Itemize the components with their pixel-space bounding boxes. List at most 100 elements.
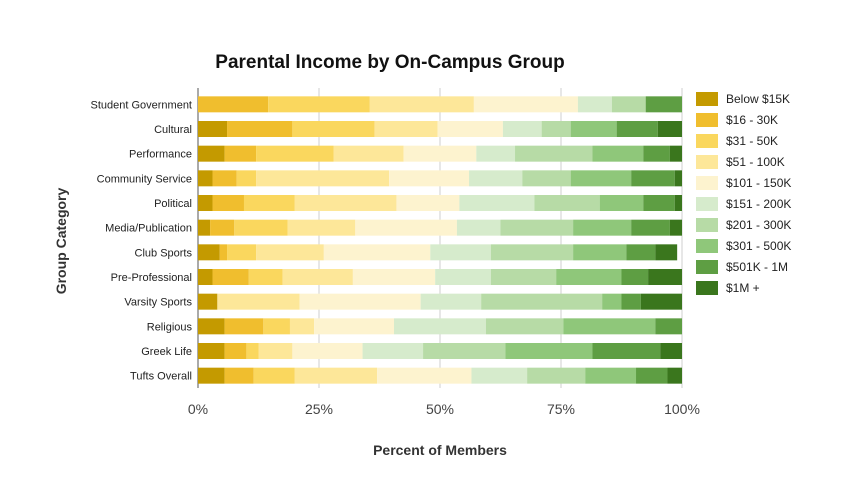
bar-segment bbox=[611, 96, 646, 113]
category-label: Religious bbox=[147, 321, 193, 333]
bar-row bbox=[198, 318, 682, 335]
category-label: Varsity Sports bbox=[124, 297, 192, 309]
legend-item: $501K - 1M bbox=[696, 260, 788, 274]
bar-segment bbox=[224, 145, 257, 162]
bar-segment bbox=[292, 343, 363, 359]
bar-segment bbox=[224, 367, 254, 384]
bar-segment bbox=[577, 96, 612, 113]
bar-segment bbox=[534, 195, 600, 211]
bar-row bbox=[198, 343, 682, 359]
legend-swatch bbox=[696, 218, 718, 232]
legend-label: $151 - 200K bbox=[726, 197, 791, 211]
bar-segment bbox=[669, 219, 682, 236]
legend-item: $51 - 100K bbox=[696, 155, 785, 169]
bar-segment bbox=[198, 96, 269, 113]
bar-segment bbox=[374, 121, 438, 137]
bar-segment bbox=[389, 170, 470, 187]
gridlines bbox=[197, 88, 683, 388]
legend-label: $501K - 1M bbox=[726, 260, 788, 274]
bar-segment bbox=[522, 170, 571, 187]
category-label: Political bbox=[154, 198, 192, 210]
bar-segment bbox=[227, 121, 293, 137]
x-tick-label: 25% bbox=[305, 401, 333, 417]
bar-row bbox=[198, 293, 682, 310]
bar-segment bbox=[294, 195, 397, 211]
bar-segment bbox=[459, 195, 535, 211]
bar-segment bbox=[592, 343, 661, 359]
bar-segment bbox=[645, 96, 682, 113]
bar-row bbox=[198, 96, 682, 113]
legend-label: $31 - 50K bbox=[726, 134, 778, 148]
bar-segment bbox=[573, 219, 632, 236]
category-label: Pre-Professional bbox=[111, 272, 192, 284]
bar-segment bbox=[198, 170, 213, 187]
bar-segment bbox=[289, 318, 315, 335]
bar-segment bbox=[323, 244, 431, 261]
category-label: Media/Publication bbox=[105, 223, 192, 235]
legend-label: $16 - 30K bbox=[726, 113, 778, 127]
bar-segment bbox=[515, 145, 593, 162]
bar-segment bbox=[256, 244, 324, 261]
bar-segment bbox=[667, 367, 682, 384]
bar-segment bbox=[198, 293, 218, 310]
bar-segment bbox=[655, 318, 682, 335]
legend-swatch bbox=[696, 155, 718, 169]
bar-segment bbox=[471, 367, 528, 384]
bars bbox=[198, 96, 682, 384]
bar-segment bbox=[236, 170, 257, 187]
bar-segment bbox=[198, 269, 213, 285]
x-tick-label: 75% bbox=[547, 401, 575, 417]
bar-segment bbox=[268, 96, 370, 113]
bar-segment bbox=[669, 145, 682, 162]
bar-segment bbox=[541, 121, 571, 137]
bar-segment bbox=[314, 318, 395, 335]
legend-swatch bbox=[696, 92, 718, 106]
bar-segment bbox=[573, 244, 627, 261]
bar-segment bbox=[473, 96, 578, 113]
category-label: Community Service bbox=[97, 173, 192, 185]
bar-segment bbox=[502, 121, 542, 137]
legend-item: $151 - 200K bbox=[696, 197, 791, 211]
bar-segment bbox=[355, 219, 457, 236]
bar-segment bbox=[527, 367, 586, 384]
bar-segment bbox=[674, 195, 682, 211]
category-labels: Student Government Cultural Performance Com… bbox=[90, 99, 192, 382]
bar-segment bbox=[556, 269, 622, 285]
bar-segment bbox=[394, 318, 486, 335]
legend-item: $101 - 150K bbox=[696, 176, 791, 190]
bar-segment bbox=[198, 244, 220, 261]
bar-segment bbox=[631, 170, 675, 187]
x-tick-labels: 0% 25% 50% 75% 100% bbox=[188, 401, 700, 417]
bar-segment bbox=[500, 219, 574, 236]
category-label: Club Sports bbox=[135, 247, 193, 259]
legend-swatch bbox=[696, 197, 718, 211]
bar-segment bbox=[198, 367, 225, 384]
bar-segment bbox=[655, 244, 678, 261]
bar-segment bbox=[234, 219, 288, 236]
legend-item: $301 - 500K bbox=[696, 239, 791, 253]
bar-segment bbox=[621, 269, 649, 285]
bar-segment bbox=[430, 244, 491, 261]
bar-segment bbox=[198, 343, 225, 359]
bar-segment bbox=[212, 269, 249, 285]
legend: Below $15K $16 - 30K $31 - 50K $51 - 100K $1… bbox=[696, 92, 791, 295]
bar-segment bbox=[287, 219, 356, 236]
bar-segment bbox=[648, 269, 682, 285]
legend-item: $16 - 30K bbox=[696, 113, 778, 127]
bar-segment bbox=[626, 244, 656, 261]
bar-segment bbox=[299, 293, 421, 310]
bar-segment bbox=[423, 343, 506, 359]
bar-segment bbox=[420, 293, 482, 310]
bar-segment bbox=[253, 367, 295, 384]
bar-segment bbox=[435, 269, 491, 285]
bar-segment bbox=[258, 343, 293, 359]
legend-label: $301 - 500K bbox=[726, 239, 791, 253]
category-label: Performance bbox=[129, 149, 192, 161]
x-tick-label: 100% bbox=[664, 401, 700, 417]
bar-segment bbox=[469, 170, 523, 187]
chart-title: Parental Income by On-Campus Group bbox=[215, 52, 564, 73]
category-label: Tufts Overall bbox=[130, 371, 192, 383]
bar-segment bbox=[643, 145, 670, 162]
bar-segment bbox=[570, 121, 617, 137]
